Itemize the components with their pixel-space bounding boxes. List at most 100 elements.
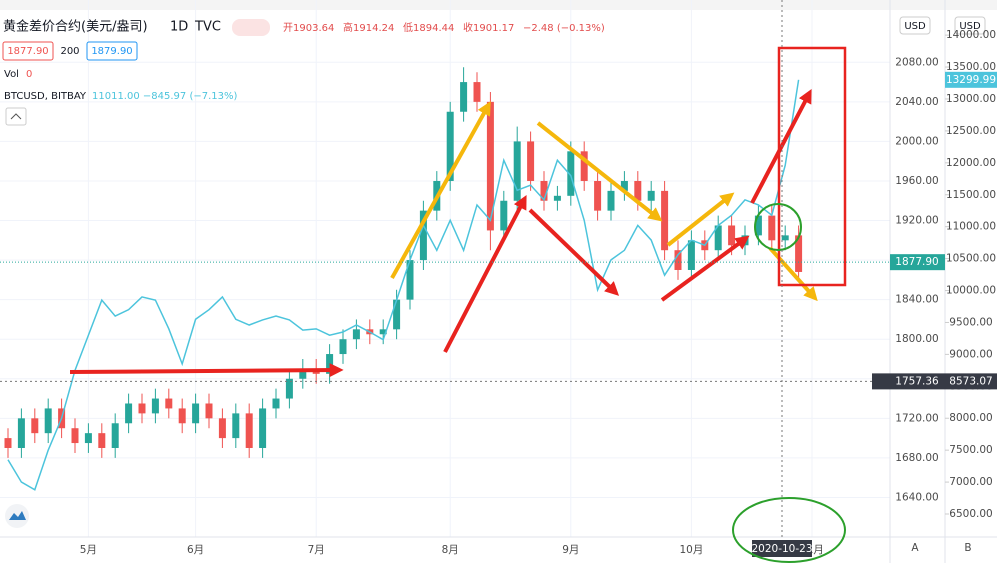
interval: 1D [170,20,188,35]
candle-body [245,413,253,448]
y2-tick-label: 11000.00 [946,221,996,233]
bid-box[interactable] [2,41,54,61]
plot [4,67,803,491]
x-tick-label: 10月 [679,544,703,556]
candle-body [339,339,347,355]
y2-tick-label: 13000.00 [946,93,996,105]
candle-body [460,82,468,112]
ask-box[interactable] [86,41,138,61]
y2-unit: USD [959,21,981,32]
highlight-ellipse [732,497,846,563]
y2-tick-label: 14000.00 [946,29,996,41]
exchange: TVC [194,20,221,35]
arrow [69,363,344,378]
candle-body [31,418,39,434]
arrow [660,235,750,302]
candle-body [98,433,106,448]
last-price-label: 1877.90 [895,256,938,268]
crosshair-y-box [872,373,945,390]
arrow [666,192,735,247]
spread: 200 [60,46,79,57]
arrow [390,101,491,279]
candle-body [165,398,173,409]
candle-body [553,195,561,201]
candle-body [714,225,722,251]
arrow [536,121,663,222]
candle-body [205,403,213,419]
scale-mode[interactable]: A [911,542,919,554]
candle-body [393,299,401,330]
x-tick-label: 7月 [308,544,325,556]
x-tick-label: 6月 [187,544,204,556]
last-price-box [890,254,945,271]
candle-body [594,180,602,211]
compare-line [7,79,800,491]
candle-body [259,408,267,448]
candle-body [299,368,307,379]
collapse-button[interactable] [5,107,27,126]
compare-values: 11011.00 −845.97 (−7.13%) [92,91,237,102]
candle-body [795,235,803,272]
crosshair-y2-box [945,373,997,390]
logo-mark [9,511,26,520]
y2-tick-label: 12000.00 [946,157,996,169]
y-tick-label: 1640.00 [895,491,938,503]
unit-box [954,16,986,35]
x-tick-label: 5月 [80,544,97,556]
candle-body [178,408,186,424]
candle-body [125,403,133,424]
symbol: 黄金差价合约(美元/盎司) [3,19,148,35]
y2-tick-label: 9000.00 [949,348,992,360]
candle-body [687,240,695,270]
ohlc-change: −2.48 (−0.13%) [523,23,605,34]
annotations [69,46,847,378]
ohlc-low: 低1894.44 [403,21,454,34]
candle-body [17,418,25,448]
candle-body [754,215,762,236]
candle-body [647,190,655,201]
y-tick-label: 1800.00 [895,333,938,345]
candle-body [218,418,226,439]
y-tick-label: 2040.00 [895,96,938,108]
highlight-circle [754,203,802,251]
crosshair-x-label: 2020-10-23 [751,543,812,555]
candle-body [419,210,427,261]
y2-tick-label: 8000.00 [949,412,992,424]
candle-body [634,180,642,201]
y-tick-label: 1840.00 [895,294,938,306]
candle-body [661,190,669,251]
candle-body [352,329,360,340]
y-tick-label: 2000.00 [895,135,938,147]
candle-body [138,403,146,414]
candle-body [232,413,240,439]
candle-body [567,151,575,196]
candle-body [84,433,92,444]
candle-body [111,423,119,448]
y-tick-label: 2080.00 [895,56,938,68]
ohlc-open: 开1903.64 [283,23,334,34]
crosshair-y2-label: 8573.07 [949,375,992,387]
y2-tick-label: 9500.00 [949,316,992,328]
highlight-box [777,46,847,287]
candle-body [192,403,200,424]
candle-body [151,398,159,414]
toggle[interactable] [232,19,270,36]
y2-tick-label: 7000.00 [949,476,992,488]
y2-tick-label: 13500.00 [946,61,996,73]
candle-body [781,235,789,241]
compare-symbol: BTCUSD, BITBAY [4,91,87,102]
x-tick-label: 9月 [562,544,579,556]
candle-body [285,378,293,399]
y2-tick-label: 7500.00 [949,444,992,456]
y-tick-label: 1920.00 [895,215,938,227]
last-price-y2-label: 13299.99 [946,74,996,86]
candle-body [500,200,508,231]
candle-body [580,151,588,181]
y-unit: USD [904,21,926,32]
scale-mode[interactable]: B [964,542,971,554]
candle-body [540,180,548,201]
